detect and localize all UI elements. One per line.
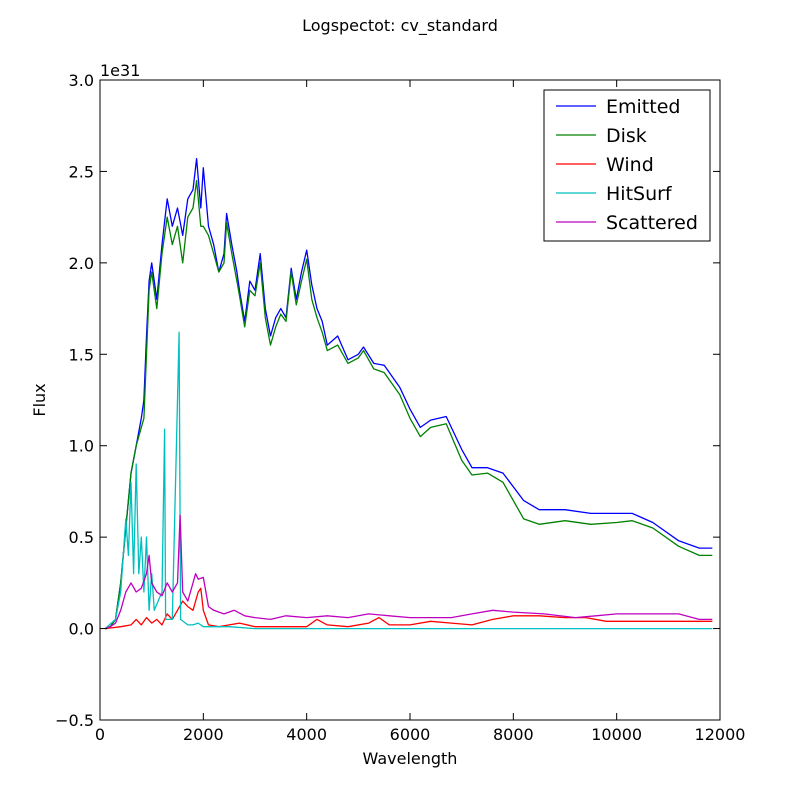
y-tick-label: −0.5 [55, 711, 94, 730]
y-tick-label: 2.5 [69, 162, 94, 181]
legend-box [543, 89, 711, 242]
legend-label-hitsurf: HitSurf [606, 183, 673, 205]
legend-label-emitted: Emitted [606, 96, 680, 118]
y-tick-label: 0.0 [69, 620, 94, 639]
y-axis-label: Flux [30, 383, 49, 416]
legend-label-wind: Wind [606, 154, 654, 176]
ticks-layer: 0 2000 4000 6000 8000 10000 12000 −0.5 0.0 0.5 1.0… [55, 71, 745, 744]
x-tick-label: 6000 [390, 725, 431, 744]
series-line-wind [105, 587, 713, 630]
x-tick-label: 12000 [695, 725, 746, 744]
legend-label-scattered: Scattered [606, 212, 698, 234]
y-tick-label: 3.0 [69, 71, 94, 90]
y-tick-label: 2.0 [69, 254, 94, 273]
x-axis-label: Wavelength [363, 749, 458, 768]
x-tick-label: 2000 [183, 725, 224, 744]
legend-label-disk: Disk [606, 125, 647, 147]
chart-title: Logspectot: cv_standard [302, 16, 498, 36]
y-tick-label: 0.5 [69, 528, 94, 547]
series-line-scattered [104, 514, 713, 630]
x-tick-label: 0 [95, 725, 105, 744]
y-tick-label: 1.0 [69, 437, 94, 456]
x-tick-label: 8000 [493, 725, 534, 744]
y-scale-multiplier: 1e31 [100, 61, 140, 80]
x-tick-label: 10000 [591, 725, 642, 744]
legend: Emitted Disk Wind HitSurf Scattered [543, 89, 711, 242]
y-tick-label: 1.5 [69, 345, 94, 364]
series-line-emitted [104, 157, 713, 630]
plot-layer [104, 157, 713, 630]
series-line-disk [104, 179, 713, 630]
x-tick-label: 4000 [286, 725, 327, 744]
series-line-hitsurf [104, 331, 713, 630]
